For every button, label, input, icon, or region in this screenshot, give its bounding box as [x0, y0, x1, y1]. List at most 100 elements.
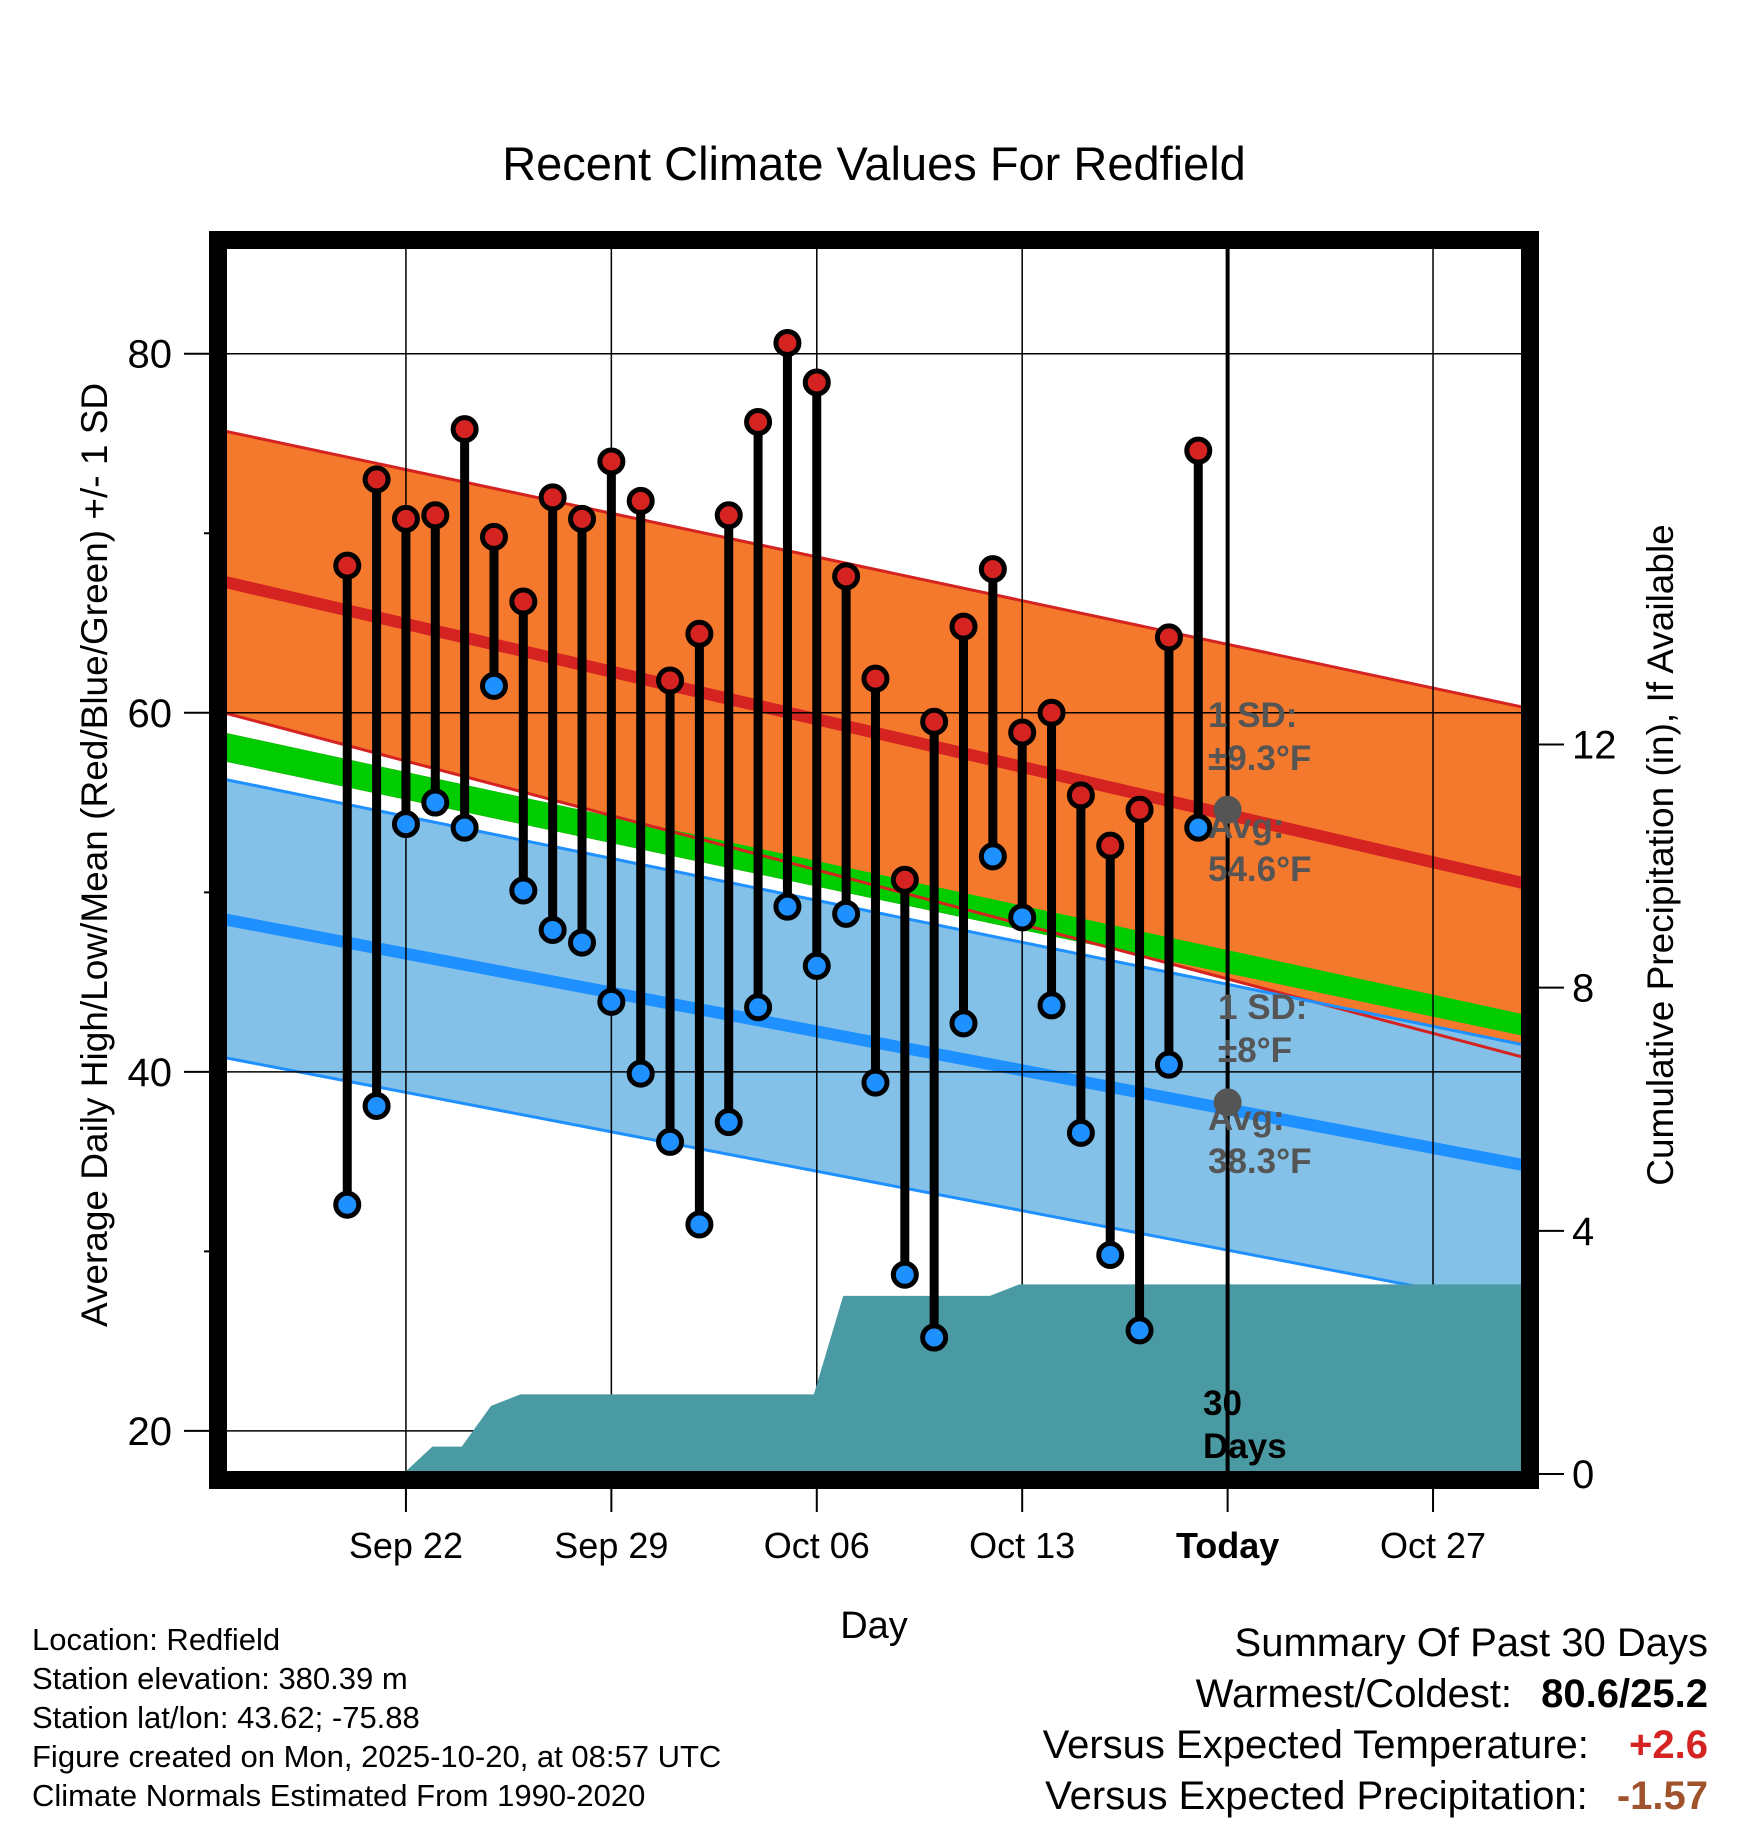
y-tick-label: 40: [128, 1051, 173, 1095]
y2-tick-label: 0: [1572, 1453, 1594, 1497]
low-temp-point: [832, 899, 861, 928]
low-sd-label: 1 SD:: [1218, 988, 1307, 1027]
high-temp-point: [1096, 831, 1125, 860]
high-temp-point: [920, 707, 949, 736]
station-info: Location: Redfield Station elevation: 38…: [32, 1620, 721, 1815]
high-temp-point: [685, 619, 714, 648]
high-avg-value: 54.6°F: [1208, 850, 1312, 889]
x-tick-label: Sep 22: [349, 1525, 463, 1566]
low-temp-point: [685, 1210, 714, 1239]
low-temp-point: [802, 951, 831, 980]
high-temp-point: [714, 501, 743, 530]
high-temp-point: [1184, 436, 1213, 465]
plot-frame: [209, 231, 1539, 1489]
latlon-text: Station lat/lon: 43.62; -75.88: [32, 1700, 420, 1735]
high-temp-point: [949, 612, 978, 641]
high-temp-point: [861, 664, 890, 693]
precipitation-area: [373, 1284, 1524, 1474]
high-temp-point: [626, 486, 655, 515]
high-temp-point: [362, 465, 391, 494]
low-temp-point: [626, 1059, 655, 1088]
x-tick-label: Oct 13: [969, 1525, 1075, 1566]
daily-bars: [333, 328, 1242, 1352]
x-tick-label: Today: [1176, 1525, 1279, 1566]
y-tick-label: 20: [128, 1410, 173, 1454]
low-temp-point: [391, 810, 420, 839]
low-temp-point: [1008, 903, 1037, 932]
high-temp-point: [509, 587, 538, 616]
low-temp-point: [597, 987, 626, 1016]
low-temp-point: [656, 1127, 685, 1156]
y2-tick-label: 4: [1572, 1210, 1594, 1254]
y2-axis-label: Cumulative Precipitation (in), If Availa…: [1640, 524, 1681, 1186]
warmest-label: Warmest/Coldest:: [1195, 1672, 1513, 1716]
x-tick-label: Oct 27: [1380, 1525, 1486, 1566]
high-temp-point: [538, 483, 567, 512]
high-temp-point: [1125, 795, 1154, 824]
high-sd-label: 1 SD:: [1208, 696, 1297, 735]
high-upper-line: [224, 429, 1524, 709]
low-temp-point: [744, 993, 773, 1022]
created-text: Figure created on Mon, 2025-10-20, at 08…: [32, 1739, 722, 1774]
chart-title: Recent Climate Values For Redfield: [502, 137, 1246, 190]
low-temp-point: [450, 813, 479, 842]
normals-text: Climate Normals Estimated From 1990-2020: [32, 1778, 646, 1813]
low-temp-point: [714, 1108, 743, 1137]
low-temp-point: [509, 876, 538, 905]
low-temp-point: [538, 916, 567, 945]
high-temp-point: [597, 447, 626, 476]
temp-value: +2.6: [1629, 1723, 1708, 1767]
low-avg-label: Avg:: [1208, 1099, 1284, 1138]
axes: 20 40 60 80 0 4 8 12 Sep 22 Sep 29 Oct 06 Oct 13 Tod…: [128, 333, 1617, 1566]
high-temp-point: [568, 504, 597, 533]
temp-label: Versus Expected Temperature:: [1042, 1723, 1589, 1767]
y2-tick-label: 8: [1572, 967, 1594, 1011]
elevation-text: Station elevation: 380.39 m: [32, 1661, 408, 1696]
high-temp-point: [1066, 781, 1095, 810]
low-temp-point: [1066, 1118, 1095, 1147]
low-temp-point: [362, 1091, 391, 1120]
high-temp-point: [391, 504, 420, 533]
low-avg-value: 38.3°F: [1208, 1142, 1312, 1181]
low-temp-point: [920, 1323, 949, 1352]
high-temp-point: [1037, 698, 1066, 727]
y-tick-label: 60: [128, 692, 173, 736]
summary-precip-row: Versus Expected Precipitation: -1.57: [1043, 1771, 1708, 1822]
high-avg-label: Avg:: [1208, 807, 1284, 846]
high-temp-point: [832, 562, 861, 591]
high-temp-point: [978, 555, 1007, 584]
y-axis-label: Average Daily High/Low/Mean (Red/Blue/Gr…: [74, 383, 115, 1327]
warmest-value: 80.6/25.2: [1541, 1672, 1708, 1716]
high-temp-point: [890, 865, 919, 894]
high-temp-point: [1154, 623, 1183, 652]
low-temp-point: [861, 1068, 890, 1097]
low-temp-point: [1096, 1240, 1125, 1269]
days-word: Days: [1203, 1427, 1287, 1466]
low-lower-line: [224, 1056, 1524, 1309]
high-temp-point: [450, 415, 479, 444]
precip-value: -1.57: [1616, 1774, 1708, 1818]
plot-border: [209, 231, 1539, 1489]
high-temp-point: [333, 551, 362, 580]
y2-tick-label: 12: [1572, 723, 1617, 767]
high-temp-point: [479, 522, 508, 551]
x-tick-label: Oct 06: [764, 1525, 870, 1566]
low-temp-point: [479, 671, 508, 700]
x-axis-label: Day: [840, 1605, 908, 1647]
low-temp-point: [1125, 1316, 1154, 1345]
high-temp-point: [421, 501, 450, 530]
low-temp-point: [978, 842, 1007, 871]
high-temp-point: [773, 328, 802, 357]
location-text: Location: Redfield: [32, 1622, 281, 1657]
high-temp-point: [744, 407, 773, 436]
summary-temp-row: Versus Expected Temperature: +2.6: [1043, 1720, 1708, 1771]
low-temp-point: [568, 928, 597, 957]
today-high-avg-marker: [1213, 795, 1242, 824]
summary-warmest-row: Warmest/Coldest: 80.6/25.2: [1043, 1669, 1708, 1720]
low-temp-point: [949, 1009, 978, 1038]
precip-label: Versus Expected Precipitation:: [1045, 1774, 1588, 1818]
y-tick-label: 80: [128, 333, 173, 377]
low-temp-point: [333, 1190, 362, 1219]
precipitation-fill: [373, 1284, 1524, 1474]
high-sd-value: ±9.3°F: [1208, 739, 1311, 778]
